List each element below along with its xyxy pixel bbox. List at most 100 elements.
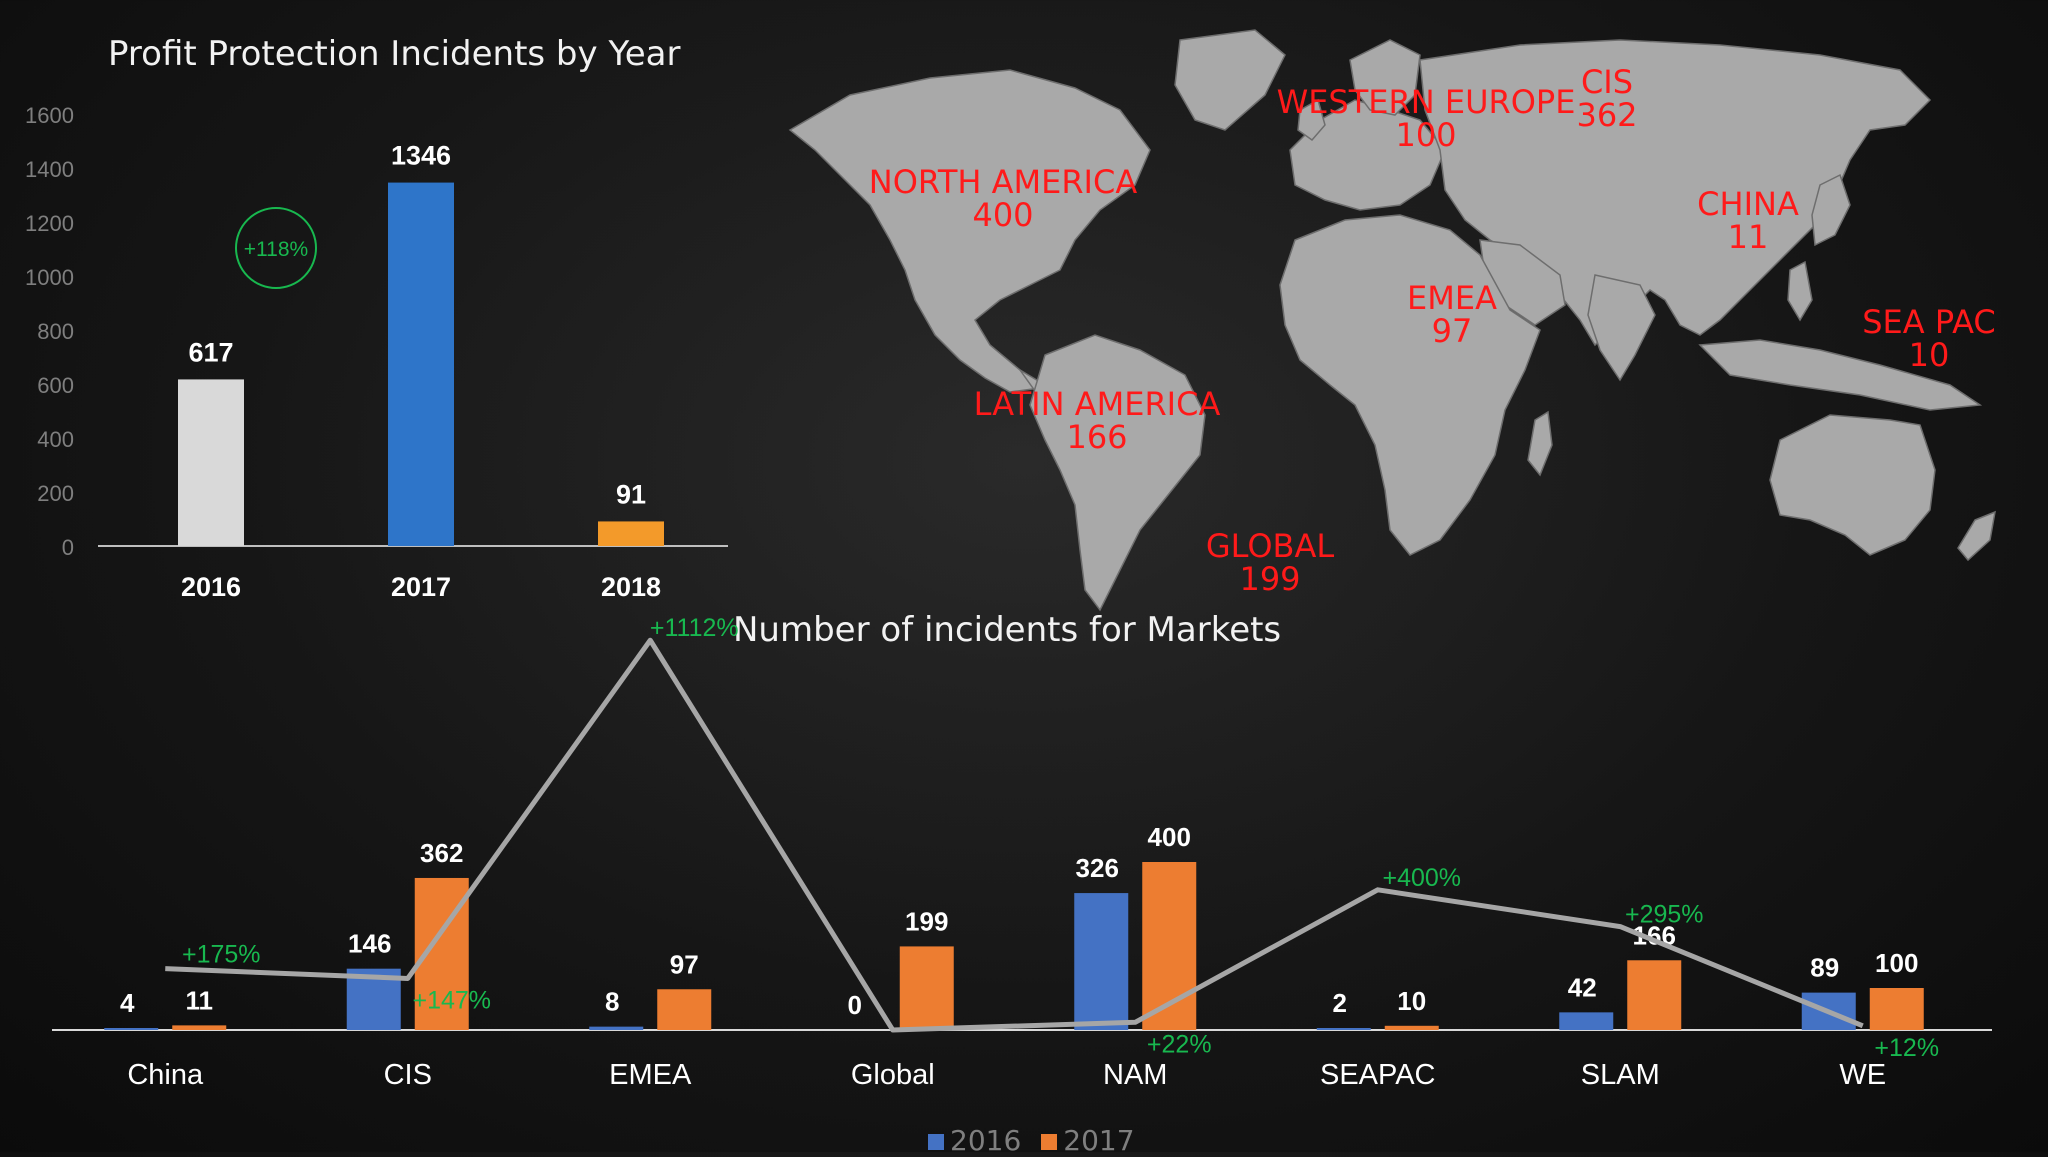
- legend-swatch: [928, 1134, 944, 1150]
- y-tick-label: 200: [37, 481, 74, 506]
- bar-value-label: 100: [1875, 948, 1918, 978]
- bar-value-label: 97: [670, 949, 699, 979]
- region-value: 199: [1239, 560, 1301, 598]
- x-tick-label: SEAPAC: [1320, 1059, 1436, 1091]
- bar-value-label: 617: [188, 337, 233, 367]
- bar-NAM-2016: [1074, 893, 1129, 1030]
- map-japan: [1811, 173, 1851, 247]
- map-greenland: [1174, 29, 1286, 131]
- bar-value-label: 326: [1076, 853, 1119, 883]
- legend-label: 2016: [950, 1124, 1022, 1157]
- map-uk: [1297, 98, 1326, 142]
- x-tick-label: CIS: [384, 1059, 432, 1091]
- growth-label: +12%: [1874, 1034, 1939, 1062]
- map-philippines: [1787, 260, 1813, 322]
- map-indonesia: [1698, 339, 1983, 411]
- bar-value-label: 4: [120, 988, 135, 1018]
- growth-annotation: +118%: [244, 238, 308, 261]
- market-bar-chart: 4 11 China 146 362 CIS 8 97 EMEA 0 199 Global 326 400…: [52, 614, 1992, 1091]
- growth-label: +1112%: [650, 614, 739, 642]
- x-tick-label: 2018: [601, 572, 661, 602]
- bar-EMEA-2017: [657, 989, 712, 1030]
- year-bar-chart: 0 200 400 600 800 1000 1200 1400 1600 617 2016 1346…: [25, 103, 728, 602]
- bar-value-label: 11: [186, 985, 214, 1015]
- y-tick-label: 1400: [25, 157, 74, 182]
- bar-value-label: 42: [1568, 972, 1597, 1002]
- bar-SEAPAC-2016: [1316, 1028, 1371, 1030]
- bar-2018: [598, 521, 664, 546]
- map-scandinavia: [1349, 39, 1421, 116]
- growth-label: +175%: [182, 941, 261, 969]
- map-label-emea: EMEA 97: [1407, 282, 1497, 348]
- region-value: 100: [1395, 116, 1457, 154]
- bar-SLAM-2017: [1627, 960, 1682, 1030]
- region-value: 97: [1431, 312, 1473, 350]
- map-australia: [1769, 414, 1936, 556]
- x-tick-label: China: [127, 1059, 204, 1091]
- y-tick-label: 1600: [25, 103, 74, 128]
- region-name: CHINA: [1697, 185, 1799, 223]
- map-label-global: GLOBAL 199: [1206, 530, 1334, 596]
- chart-title-years: Profit Protection Incidents by Year: [108, 34, 681, 74]
- map-africa: [1279, 214, 1541, 556]
- region-name: NORTH AMERICA: [868, 163, 1138, 201]
- bar-Global-2017: [899, 946, 954, 1030]
- bar-value-label: 400: [1148, 822, 1191, 852]
- x-tick-label: SLAM: [1581, 1059, 1660, 1091]
- x-tick-label: 2016: [181, 572, 241, 602]
- chart-title-markets: Number of incidents for Markets: [733, 610, 1282, 650]
- growth-label: +147%: [412, 986, 491, 1014]
- legend-item-2017: 2017: [1041, 1124, 1135, 1157]
- bar-value-label: 2: [1333, 988, 1347, 1018]
- region-value: 166: [1066, 418, 1128, 456]
- bar-value-label: 91: [616, 479, 646, 509]
- map-label-latin-america: LATIN AMERICA 166: [974, 388, 1221, 454]
- region-name: SEA PAC: [1862, 303, 1996, 341]
- bar-value-label: 10: [1397, 986, 1426, 1016]
- bar-2017: [388, 182, 454, 546]
- bar-value-label: 1346: [391, 141, 451, 171]
- legend-label: 2017: [1063, 1124, 1135, 1157]
- growth-line: [165, 637, 1864, 1033]
- bar-value-label: 199: [905, 906, 948, 936]
- legend-swatch: [1041, 1134, 1058, 1150]
- map-south-america: [1029, 334, 1206, 612]
- region-value: 10: [1908, 336, 1950, 374]
- growth-label: +22%: [1147, 1030, 1212, 1058]
- map-north-america: [788, 69, 1151, 393]
- map-label-north-america: NORTH AMERICA 400: [869, 166, 1137, 232]
- bar-2016: [178, 379, 244, 546]
- region-name: CIS: [1580, 63, 1634, 101]
- map-label-cis: CIS 362: [1576, 66, 1637, 132]
- y-tick-label: 400: [37, 427, 74, 452]
- y-tick-label: 800: [37, 319, 74, 344]
- growth-label: +295%: [1625, 901, 1704, 929]
- map-label-china: CHINA 11: [1697, 188, 1799, 254]
- region-name: LATIN AMERICA: [973, 385, 1221, 423]
- growth-label: +400%: [1382, 864, 1461, 892]
- bar-value-label: 0: [848, 990, 862, 1020]
- x-tick-label: NAM: [1103, 1059, 1167, 1091]
- region-name: EMEA: [1407, 279, 1497, 317]
- bar-China-2016: [104, 1028, 159, 1030]
- map-madagascar: [1527, 410, 1553, 477]
- y-tick-label: 1000: [25, 265, 74, 290]
- bar-China-2017: [172, 1025, 227, 1030]
- map-label-western-europe: WESTERN EUROPE 100: [1277, 86, 1576, 152]
- legend-item-2016: 2016: [928, 1124, 1021, 1157]
- growth-circle: [235, 207, 317, 289]
- bar-value-label: 8: [605, 987, 619, 1017]
- x-tick-label: 2017: [391, 572, 451, 602]
- bar-value-label: 362: [420, 838, 463, 868]
- region-name: GLOBAL: [1205, 527, 1335, 565]
- x-tick-label: EMEA: [609, 1059, 692, 1091]
- bar-value-label: 89: [1810, 953, 1839, 983]
- y-tick-label: 600: [37, 373, 74, 398]
- x-tick-label: Global: [851, 1059, 935, 1091]
- bar-EMEA-2016: [589, 1026, 644, 1030]
- y-tick-label: 0: [62, 535, 74, 560]
- map-label-sea-pac: SEA PAC 10: [1862, 306, 1996, 372]
- map-new-zealand: [1957, 510, 1996, 562]
- bar-value-label: 146: [348, 929, 391, 959]
- map-europe: [1289, 99, 1446, 211]
